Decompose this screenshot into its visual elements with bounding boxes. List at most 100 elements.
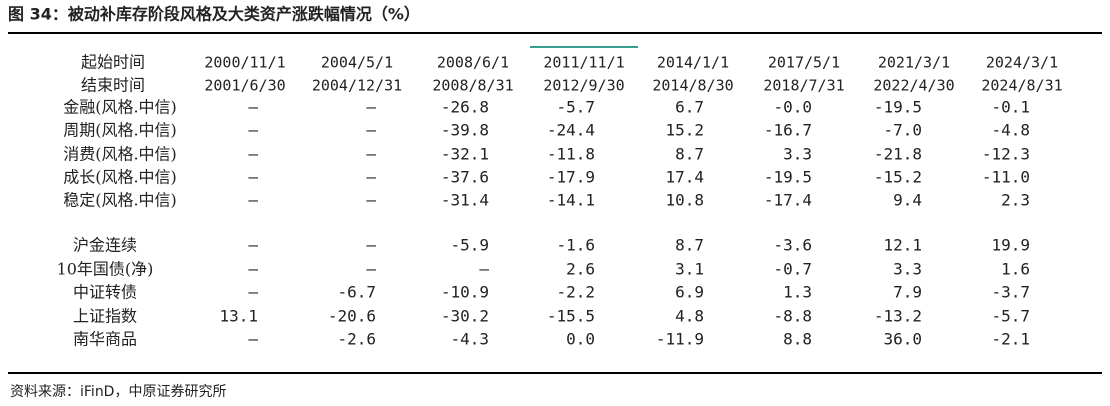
header-cell: 结束时间 <box>81 76 145 95</box>
header-cell: 2004/12/31 <box>312 77 402 95</box>
header-cell: 2024/3/1 <box>986 54 1058 72</box>
header-cell: 2001/6/30 <box>204 77 285 95</box>
table-cell: – <box>248 330 258 349</box>
header-cell: 2014/1/1 <box>657 54 729 72</box>
table-cell: 6.9 <box>675 283 704 302</box>
table-cell: -3.7 <box>991 283 1030 302</box>
table-cell: -32.1 <box>441 145 489 164</box>
row-label: 成长(风格.中信) <box>63 168 177 187</box>
table-cell: -12.3 <box>982 145 1030 164</box>
table-cell: 10.8 <box>665 191 704 210</box>
table-cell: -21.8 <box>874 145 922 164</box>
table-cell: 1.3 <box>783 283 812 302</box>
table-cell: -4.3 <box>450 330 489 349</box>
table-cell: -11.9 <box>656 330 704 349</box>
table-cell: – <box>248 260 258 279</box>
header-cell: 2022/4/30 <box>873 77 954 95</box>
table-cell: -14.1 <box>547 191 595 210</box>
table-cell: -19.5 <box>874 98 922 117</box>
row-label: 周期(风格.中信) <box>63 121 177 140</box>
table-cell: 8.7 <box>675 145 704 164</box>
table-cell: -8.8 <box>773 307 812 326</box>
header-cell: 2008/6/1 <box>437 54 509 72</box>
table-cell: – <box>366 145 376 164</box>
table-cell: -10.9 <box>441 283 489 302</box>
table-cell: 2.3 <box>1001 191 1030 210</box>
table-cell: -24.4 <box>547 121 595 140</box>
table-cell: -1.6 <box>556 236 595 255</box>
table-cell: -17.4 <box>764 191 812 210</box>
figure-title: 图 34：被动补库存阶段风格及大类资产涨跌幅情况（%） <box>8 5 420 24</box>
table-cell: – <box>248 168 258 187</box>
row-label: 消费(风格.中信) <box>63 145 177 164</box>
table-cell: -5.9 <box>450 236 489 255</box>
source-note: 资料来源：iFinD，中原证券研究所 <box>10 384 226 400</box>
table-cell: -26.8 <box>441 98 489 117</box>
header-cell: 2024/8/31 <box>981 77 1062 95</box>
row-label: 稳定(风格.中信) <box>63 191 177 210</box>
table-cell: -7.0 <box>883 121 922 140</box>
table-cell: – <box>366 168 376 187</box>
header-cell: 2021/3/1 <box>878 54 950 72</box>
table-cell: – <box>248 98 258 117</box>
table-cell: -11.0 <box>982 168 1030 187</box>
table-cell: 6.7 <box>675 98 704 117</box>
table-cell: -20.6 <box>328 307 376 326</box>
header-cell: 2012/9/30 <box>543 77 624 95</box>
row-label: 沪金连续 <box>73 236 137 255</box>
header-cell: 2017/5/1 <box>768 54 840 72</box>
table-cell: 3.3 <box>783 145 812 164</box>
table-cell: 8.7 <box>675 236 704 255</box>
table-cell: -0.0 <box>773 98 812 117</box>
header-cell: 2018/7/31 <box>763 77 844 95</box>
table-cell: -0.1 <box>991 98 1030 117</box>
row-label: 金融(风格.中信) <box>63 98 177 117</box>
table-cell: -19.5 <box>764 168 812 187</box>
table-cell: -30.2 <box>441 307 489 326</box>
table-cell: – <box>248 236 258 255</box>
table-cell: 9.4 <box>893 191 922 210</box>
table-cell: -11.8 <box>547 145 595 164</box>
table-cell: 3.3 <box>893 260 922 279</box>
table-cell: -13.2 <box>874 307 922 326</box>
table-cell: – <box>366 121 376 140</box>
table-cell: -3.6 <box>773 236 812 255</box>
table-cell: -5.7 <box>556 98 595 117</box>
table-cell: 4.8 <box>675 307 704 326</box>
table-cell: – <box>366 236 376 255</box>
row-label: 上证指数 <box>73 307 137 326</box>
table-cell: -31.4 <box>441 191 489 210</box>
table-cell: -4.8 <box>991 121 1030 140</box>
row-label: 中证转债 <box>73 283 137 302</box>
table-cell: -0.7 <box>773 260 812 279</box>
header-cell: 2000/11/1 <box>204 54 285 72</box>
table-cell: 17.4 <box>665 168 704 187</box>
table-cell: 13.1 <box>219 307 258 326</box>
table-cell: – <box>248 145 258 164</box>
table-cell: – <box>248 283 258 302</box>
header-cell: 2004/5/1 <box>321 54 393 72</box>
header-cell: 2014/8/30 <box>652 77 733 95</box>
table-cell: -5.7 <box>991 307 1030 326</box>
table-cell: -39.8 <box>441 121 489 140</box>
table-cell: 2.6 <box>566 260 595 279</box>
table-cell: 12.1 <box>883 236 922 255</box>
table-cell: 8.8 <box>783 330 812 349</box>
row-label: 10年国债(净) <box>57 260 154 279</box>
table-cell: 36.0 <box>883 330 922 349</box>
table-cell: – <box>248 191 258 210</box>
header-cell: 2008/8/31 <box>432 77 513 95</box>
table-cell: -15.2 <box>874 168 922 187</box>
table-cell: – <box>366 260 376 279</box>
table-cell: 1.6 <box>1001 260 1030 279</box>
table-cell: -6.7 <box>337 283 376 302</box>
table-cell: 0.0 <box>566 330 595 349</box>
table-cell: -15.5 <box>547 307 595 326</box>
table-cell: 3.1 <box>675 260 704 279</box>
table-cell: -2.2 <box>556 283 595 302</box>
table-cell: -2.6 <box>337 330 376 349</box>
header-cell: 起始时间 <box>81 53 145 72</box>
table-cell: 7.9 <box>893 283 922 302</box>
table-cell: – <box>248 121 258 140</box>
